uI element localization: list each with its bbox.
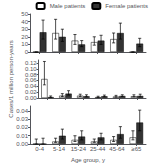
svg-text:0.06: 0.06 [25,77,37,83]
svg-text:50: 50 [21,11,28,17]
svg-text:40: 40 [21,19,28,25]
svg-text:Male patients: Male patients [50,3,86,9]
svg-text:Cases/1 million person-years: Cases/1 million person-years [8,40,14,117]
svg-text:30: 30 [21,26,28,32]
svg-text:0.00: 0.00 [16,141,28,147]
svg-text:≥65: ≥65 [131,146,142,152]
svg-text:20: 20 [21,34,28,40]
svg-text:0: 0 [25,49,29,55]
svg-text:0.10: 0.10 [25,66,37,72]
svg-text:0.04: 0.04 [16,108,28,114]
svg-text:10: 10 [21,41,28,47]
svg-text:0-4: 0-4 [35,146,44,152]
svg-text:Female patients: Female patients [105,3,148,9]
svg-text:45-64: 45-64 [109,146,125,152]
svg-text:0.12: 0.12 [25,60,37,66]
svg-text:0.02: 0.02 [16,124,28,130]
svg-text:0.04: 0.04 [25,83,37,89]
svg-text:0.01: 0.01 [16,133,28,139]
svg-text:25-44: 25-44 [90,146,106,152]
svg-text:Age group, y: Age group, y [71,157,105,163]
svg-text:0.03: 0.03 [16,116,28,122]
svg-text:5-14: 5-14 [53,146,66,152]
svg-text:15-24: 15-24 [71,146,87,152]
svg-text:0.02: 0.02 [25,89,37,95]
svg-text:0.08: 0.08 [25,72,37,78]
svg-text:0.00: 0.00 [25,95,37,101]
